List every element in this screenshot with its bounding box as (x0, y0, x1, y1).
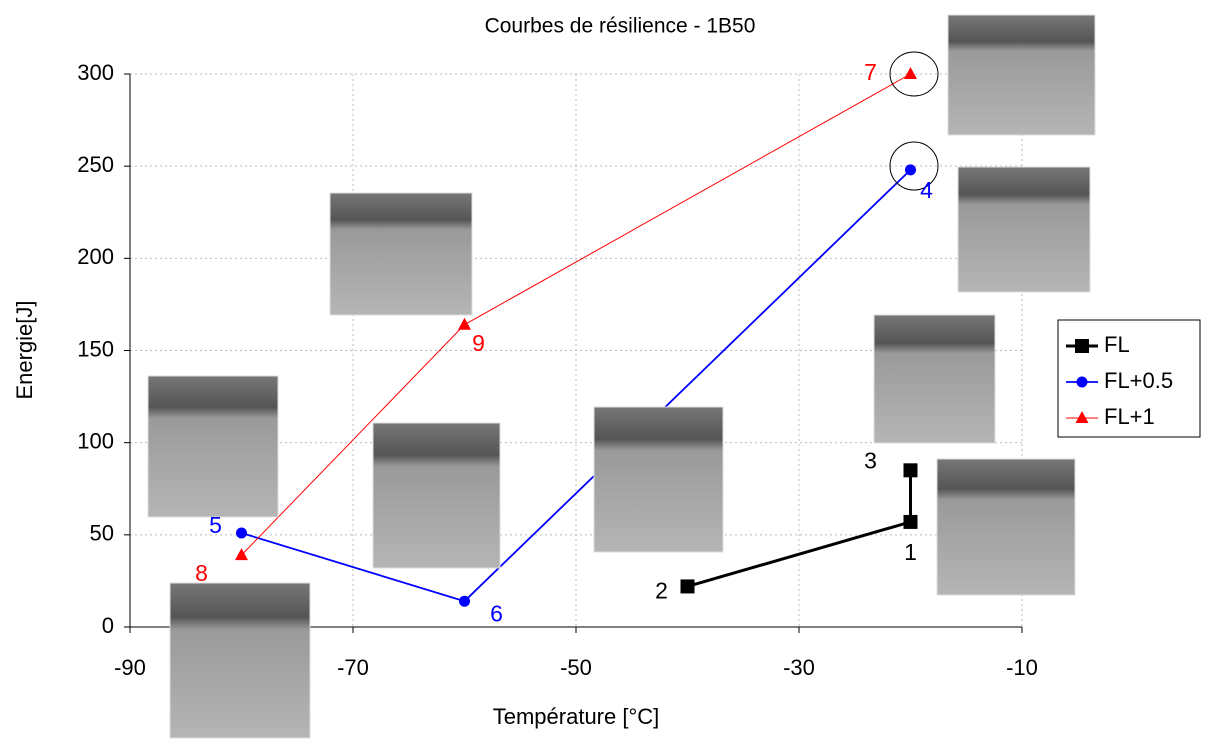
marker (458, 317, 471, 330)
marker (680, 579, 695, 594)
y-tick-label: 100 (77, 428, 114, 453)
x-tick-label: -30 (783, 655, 815, 680)
photo (329, 192, 473, 316)
y-axis-title: Energie[J] (12, 300, 37, 399)
y-tick-label: 300 (77, 60, 114, 85)
lines (241, 73, 912, 603)
marker (903, 463, 918, 478)
photo (957, 166, 1091, 293)
photo (947, 14, 1096, 136)
point-label: 2 (655, 578, 668, 604)
x-tick-label: -50 (560, 655, 592, 680)
point-label: 1 (904, 539, 917, 565)
photo (936, 458, 1076, 596)
point-label: 3 (864, 447, 877, 473)
marker (1075, 411, 1089, 423)
y-tick-label: 150 (77, 336, 114, 361)
photo (873, 314, 996, 444)
marker (236, 527, 247, 539)
marker (903, 514, 918, 529)
photo (147, 375, 279, 518)
legend: FL FL+0.5 FL+1 (1066, 332, 1173, 429)
highlight-circle (889, 141, 939, 191)
grid: 0 50 100 150 200 250 300 -90 -70 -50 -30 -10 (77, 60, 1038, 680)
highlight-circle (889, 51, 939, 97)
point-label: 9 (472, 330, 485, 356)
legend-label: FL+0.5 (1104, 368, 1173, 393)
point-label: 5 (209, 512, 222, 538)
point-label: 6 (490, 600, 503, 626)
photo (593, 406, 724, 553)
legend-label: FL+1 (1104, 404, 1155, 429)
photo (372, 422, 501, 569)
marker (904, 67, 917, 79)
specimen-photos (147, 14, 1096, 739)
x-tick-label: -70 (337, 655, 369, 680)
y-tick-label: 250 (77, 152, 114, 177)
marker (1076, 376, 1088, 388)
marker (459, 595, 470, 607)
point-label: 7 (864, 59, 877, 85)
point-label: 8 (195, 560, 208, 586)
marker (1075, 339, 1089, 353)
y-tick-label: 50 (90, 521, 114, 546)
y-tick-label: 200 (77, 244, 114, 269)
photo (169, 582, 311, 739)
x-axis-title: Température [°C] (493, 704, 660, 729)
chart-title: Courbes de résilience - 1B50 (485, 15, 756, 38)
legend-label: FL (1104, 332, 1130, 357)
point-label: 4 (920, 177, 933, 203)
x-tick-label: -90 (114, 655, 146, 680)
marks: 2 1 3 5 6 4 8 9 7 (195, 59, 933, 626)
x-tick-label: -10 (1006, 655, 1038, 680)
highlight-circles (889, 51, 939, 191)
marker (905, 164, 916, 176)
marker (235, 548, 248, 561)
y-tick-label: 0 (102, 613, 114, 638)
